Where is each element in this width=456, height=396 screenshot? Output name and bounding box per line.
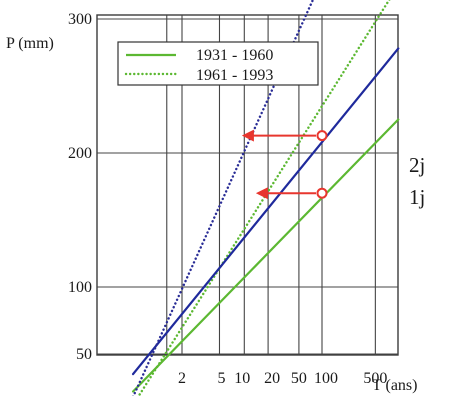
x-tick-label: 10 — [234, 370, 250, 387]
series-tag-2j: 2j — [409, 153, 425, 177]
y-tick-label: 100 — [68, 279, 92, 296]
series-lines — [131, 0, 400, 396]
x-tick-label: 50 — [291, 370, 307, 387]
legend-label-1931-1960: 1931 - 1960 — [196, 47, 273, 64]
legend-label-1961-1993: 1961 - 1993 — [196, 67, 273, 84]
x-tick-label: 100 — [314, 370, 338, 387]
x-tick-label: 5 — [217, 370, 225, 387]
series-line-blue-solid — [131, 47, 400, 376]
y-tick-label: 300 — [68, 11, 92, 28]
x-tick-label: 20 — [264, 370, 280, 387]
markers-and-arrows — [241, 129, 328, 200]
y-tick-label: 50 — [76, 346, 92, 363]
series-line-blue-dotted — [132, 0, 315, 396]
series-line-green-solid — [131, 118, 400, 393]
plot-frame — [96, 14, 399, 356]
y-tick-label: 200 — [68, 145, 92, 162]
x-tick-label: 500 — [363, 370, 387, 387]
x-axis-label: T (ans) — [372, 377, 417, 394]
series-tag-1j: 1j — [409, 185, 425, 209]
x-tick-label: 2 — [178, 370, 186, 387]
series-line-green-dotted — [137, 0, 391, 396]
legend: 1931 - 1960 1961 - 1993 — [117, 41, 319, 86]
y-axis-label: P (mm) — [6, 35, 54, 52]
legend-box — [117, 41, 319, 86]
marker-1 — [316, 187, 328, 199]
tick-labels: 5010020030040025102050100500 — [68, 11, 387, 387]
marker-2 — [316, 130, 328, 142]
